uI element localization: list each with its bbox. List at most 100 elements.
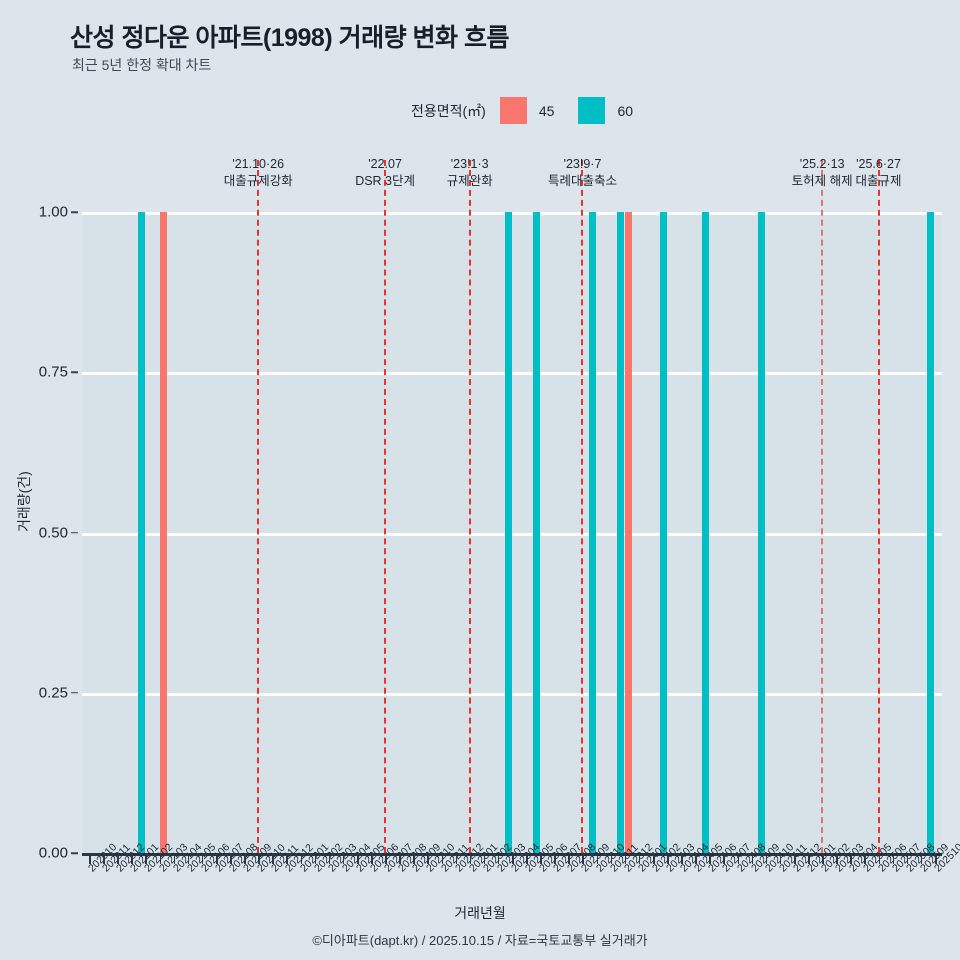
page-subtitle: 최근 5년 한정 확대 차트 bbox=[72, 57, 212, 73]
event-text: 대출규제강화 bbox=[223, 173, 293, 188]
x-axis-tick-mark bbox=[765, 853, 768, 864]
event-text: 대출규제 bbox=[855, 173, 902, 188]
x-axis-tick-mark bbox=[709, 853, 711, 864]
x-axis-tick-mark bbox=[272, 853, 274, 864]
x-axis-tick-mark bbox=[497, 853, 500, 864]
x-axis-tick-mark bbox=[596, 853, 599, 864]
gridline bbox=[82, 212, 942, 215]
event-line bbox=[581, 160, 585, 853]
y-axis-tick-label: 0.25 bbox=[38, 684, 68, 702]
x-axis-tick-mark bbox=[934, 853, 937, 864]
legend-swatch-60 bbox=[578, 97, 606, 124]
x-axis-tick-mark bbox=[215, 853, 218, 864]
y-axis-tick-label: 0.75 bbox=[38, 363, 68, 381]
x-axis-tick-mark bbox=[441, 853, 444, 864]
gridline bbox=[82, 372, 942, 376]
x-axis-tick-mark bbox=[483, 853, 486, 864]
y-axis-tick-mark bbox=[71, 371, 78, 373]
x-axis-tick-mark bbox=[610, 853, 613, 864]
gridline bbox=[82, 532, 942, 536]
event-text: 토허제 해제 bbox=[791, 173, 853, 188]
x-axis-tick-mark bbox=[892, 853, 895, 864]
x-axis-tick-mark bbox=[878, 853, 881, 864]
x-axis-tick-mark bbox=[342, 853, 345, 864]
event-date: '23!1·3 bbox=[450, 157, 489, 171]
bar bbox=[659, 212, 667, 853]
event-date: '25.2·13 bbox=[799, 157, 845, 171]
x-axis-tick-mark bbox=[173, 853, 176, 864]
x-axis-tick-mark bbox=[582, 853, 585, 864]
event-line bbox=[257, 160, 261, 853]
y-axis-tick-mark bbox=[71, 852, 78, 854]
x-axis-tick-mark bbox=[737, 853, 740, 864]
y-axis-tick-mark bbox=[71, 211, 78, 213]
event-annotation: '23!9·7 특례대출축소 bbox=[522, 156, 642, 190]
x-axis-tick-mark bbox=[371, 853, 373, 864]
y-axis-tick-label: 1.00 bbox=[38, 203, 68, 221]
legend-swatch-45 bbox=[499, 97, 527, 124]
event-text: DSR 3단계 bbox=[355, 173, 416, 188]
y-axis-tick-mark bbox=[71, 692, 78, 694]
event-annotation: '22.07 DSR 3단계 bbox=[325, 156, 445, 190]
event-annotation: '25.6·27 대출규제 bbox=[819, 156, 939, 190]
event-annotation: '23!1·3 규제완화 bbox=[410, 156, 530, 190]
x-axis-tick-mark bbox=[667, 853, 669, 864]
event-annotation: '21.10·26 대출규제강화 bbox=[198, 156, 318, 190]
x-axis-tick-mark bbox=[258, 853, 260, 864]
y-axis: 0.00 0.25 0.50 0.75 1.00 bbox=[0, 204, 82, 862]
event-annotation: '25.2·13 토허제 해제 bbox=[762, 156, 882, 190]
x-axis-tick-mark bbox=[230, 853, 232, 864]
x-axis-tick-mark bbox=[201, 853, 204, 864]
x-axis-tick-mark bbox=[540, 853, 542, 864]
gridline bbox=[82, 692, 942, 696]
x-axis-title: 거래년월 bbox=[454, 905, 506, 921]
bar bbox=[927, 212, 935, 853]
y-axis-tick-label: 0.50 bbox=[38, 524, 68, 541]
event-line bbox=[384, 160, 388, 853]
x-axis-tick-mark bbox=[864, 853, 867, 864]
x-axis-tick-mark bbox=[723, 853, 726, 864]
x-axis-tick-mark bbox=[906, 853, 909, 864]
event-date: '25.6·27 bbox=[856, 157, 901, 171]
x-axis-tick-mark bbox=[244, 853, 246, 864]
x-axis-tick-mark bbox=[427, 853, 429, 864]
event-text: 규제완화 bbox=[446, 173, 493, 188]
x-axis-tick-mark bbox=[159, 853, 162, 864]
event-text: 특례대출축소 bbox=[547, 173, 617, 188]
x-axis-tick-mark bbox=[822, 853, 824, 864]
y-axis-tick-label: 0.00 bbox=[38, 844, 68, 862]
y-axis-title: 거래량(건) bbox=[16, 471, 32, 532]
x-axis-tick-mark bbox=[286, 853, 289, 864]
event-line bbox=[468, 160, 473, 853]
x-axis-tick-mark bbox=[568, 853, 570, 864]
x-axis-tick-mark bbox=[836, 853, 838, 864]
x-axis-tick-mark bbox=[526, 853, 528, 864]
x-axis-tick-mark bbox=[300, 853, 303, 864]
x-axis-tick-mark bbox=[779, 853, 782, 864]
x-axis-tick-mark bbox=[681, 853, 683, 864]
x-axis-tick-mark bbox=[512, 853, 514, 864]
x-axis-tick-mark bbox=[469, 853, 472, 864]
x-axis-tick-mark bbox=[385, 853, 387, 864]
bar bbox=[532, 212, 540, 853]
page-title: 산성 정다운 아파트(1998) 거래량 변화 흐름 bbox=[70, 24, 510, 52]
x-axis-tick-mark bbox=[89, 853, 91, 864]
legend-label-45: 45 bbox=[538, 102, 555, 119]
x-axis-tick-mark bbox=[850, 853, 852, 864]
bar bbox=[701, 212, 709, 853]
bar bbox=[589, 212, 597, 853]
x-axis-tick-mark bbox=[793, 853, 796, 864]
x-axis-tick-mark bbox=[117, 853, 119, 864]
bar bbox=[137, 212, 145, 853]
x-axis-tick-mark bbox=[554, 853, 556, 864]
x-axis-tick-mark bbox=[145, 853, 148, 864]
x-axis-tick-mark bbox=[314, 853, 317, 864]
x-axis-tick-mark bbox=[131, 853, 133, 864]
x-axis-tick-mark bbox=[808, 853, 810, 864]
bar bbox=[504, 212, 512, 853]
x-axis-tick-mark bbox=[695, 853, 697, 864]
event-date: '23!9·7 bbox=[563, 157, 602, 171]
legend-label-60: 60 bbox=[617, 102, 634, 119]
x-axis-tick-mark bbox=[624, 853, 627, 864]
